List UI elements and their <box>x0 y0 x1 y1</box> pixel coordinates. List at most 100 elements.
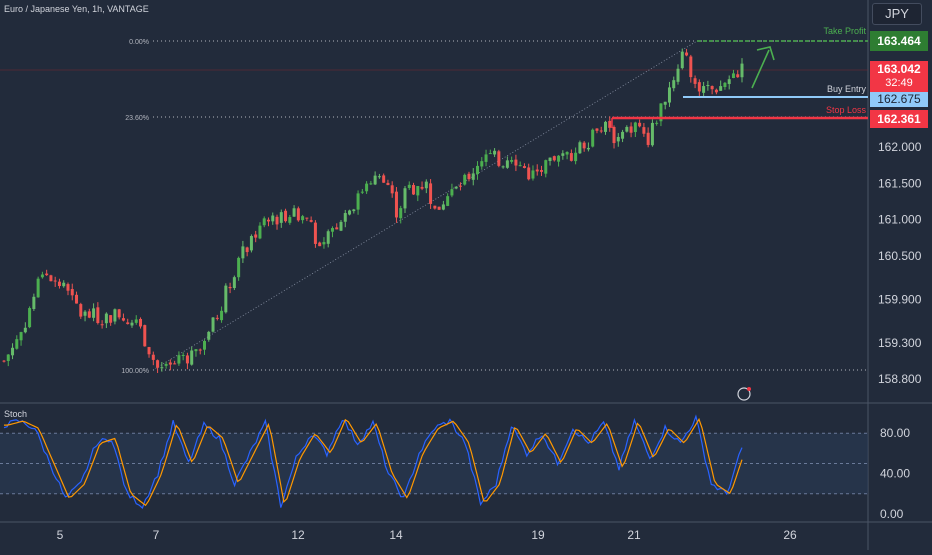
candle-body <box>689 56 693 78</box>
candle-body <box>667 87 671 103</box>
candle-body <box>305 217 309 219</box>
candle-body <box>420 186 424 189</box>
candle-body <box>497 151 501 166</box>
candle-body <box>211 317 215 332</box>
candle-body <box>382 175 386 183</box>
target-arrow-head <box>756 46 775 61</box>
candle-body <box>15 339 19 349</box>
candle-body <box>126 322 130 325</box>
candle-body <box>181 354 185 356</box>
buy-entry-price-tag: 162.675 <box>870 92 928 107</box>
candle-body <box>501 166 505 168</box>
candle-body <box>403 188 407 209</box>
candle-body <box>28 308 32 328</box>
candle-body <box>254 234 258 238</box>
candle-body <box>586 147 590 150</box>
candle-body <box>702 86 706 93</box>
candle-body <box>237 257 241 278</box>
candle-body <box>736 74 740 78</box>
replay-icon-dot <box>747 387 751 391</box>
candle-body <box>727 79 731 84</box>
candle-body <box>164 363 168 366</box>
candle-body <box>139 318 143 327</box>
fib-level-label: 0.00% <box>129 39 149 46</box>
candle-body <box>608 120 612 128</box>
candle-body <box>365 183 369 192</box>
target-arrow-shaft <box>751 49 770 89</box>
stoch-d-line <box>4 417 743 507</box>
candle-body <box>646 132 650 145</box>
candle-body <box>518 165 522 167</box>
candle-body <box>284 210 288 222</box>
candle-body <box>676 68 680 82</box>
candle-body <box>134 319 138 323</box>
candle-body <box>680 51 684 69</box>
candle-body <box>710 86 714 90</box>
candle-body <box>49 275 53 282</box>
stop-loss-price-tag: 162.361 <box>870 110 928 128</box>
candle-body <box>198 349 202 351</box>
trade-setup[interactable] <box>611 40 868 401</box>
candle-body <box>356 193 360 210</box>
candle-body <box>731 73 735 78</box>
candle-body <box>540 170 544 172</box>
candle-body <box>603 121 607 132</box>
currency-button[interactable]: JPY <box>872 3 922 25</box>
price-candles <box>2 48 744 373</box>
stoch-title: Stoch <box>4 409 28 419</box>
candle-body <box>301 216 305 221</box>
candle-body <box>706 85 710 87</box>
candle-body <box>2 360 6 362</box>
candle-body <box>672 80 676 89</box>
fib-trend-line <box>152 40 698 371</box>
candle-body <box>104 313 108 324</box>
candle-body <box>57 281 61 287</box>
candle-body <box>488 153 492 155</box>
candle-body <box>160 367 164 369</box>
time-tick-label: 21 <box>627 528 641 542</box>
candle-body <box>228 286 232 289</box>
candle-body <box>471 173 475 180</box>
candle-body <box>578 142 582 154</box>
candle-body <box>92 308 96 318</box>
candle-body <box>552 156 556 161</box>
candle-body <box>266 219 270 222</box>
candle-body <box>544 160 548 174</box>
candle-body <box>557 155 561 162</box>
replay-icon <box>737 387 751 401</box>
candle-body <box>249 236 253 251</box>
candle-body <box>535 169 539 172</box>
candle-body <box>454 186 458 189</box>
fibonacci-retracement[interactable]: 0.00% 23.60% 100.00% <box>121 39 868 375</box>
candle-body <box>288 217 292 223</box>
candle-body <box>232 277 236 289</box>
price-tick-label: 159.300 <box>878 336 922 350</box>
candle-body <box>484 154 488 162</box>
candle-body <box>655 122 659 124</box>
candle-body <box>377 176 381 178</box>
candle-body <box>220 310 224 321</box>
candle-body <box>279 212 283 223</box>
candle-body <box>190 350 194 365</box>
last-price-value: 163.042 <box>877 62 921 76</box>
candle-body <box>194 349 198 352</box>
candle-body <box>476 165 480 175</box>
price-tick-label: 160.500 <box>878 249 922 263</box>
price-tick-label: 162.000 <box>878 140 922 154</box>
candle-body <box>245 247 249 253</box>
candle-body <box>416 186 420 196</box>
candle-body <box>595 128 599 131</box>
candle-body <box>574 152 578 162</box>
price-tick-label: 161.000 <box>878 213 922 227</box>
candle-body <box>271 215 275 222</box>
candle-body <box>697 82 701 92</box>
candle-body <box>156 360 160 368</box>
candle-body <box>390 185 394 194</box>
candle-body <box>407 184 411 188</box>
fib-level-label: 100.00% <box>121 368 149 375</box>
candle-body <box>531 170 535 179</box>
time-tick-label: 19 <box>531 528 545 542</box>
